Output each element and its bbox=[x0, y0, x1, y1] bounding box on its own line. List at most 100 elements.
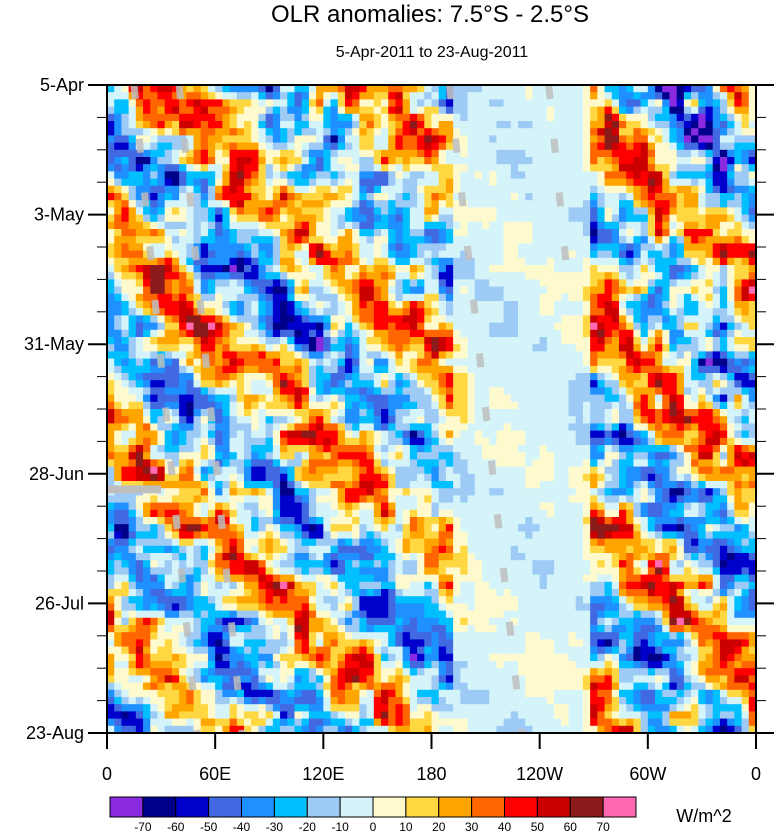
heatmap-cell bbox=[330, 373, 339, 381]
heatmap-cell bbox=[453, 250, 461, 259]
heatmap-cell bbox=[402, 351, 411, 360]
heatmap-cell bbox=[611, 409, 620, 417]
heatmap-cell bbox=[128, 473, 137, 482]
heatmap-cell bbox=[424, 430, 433, 439]
heatmap-cell bbox=[424, 394, 433, 403]
heatmap-cell bbox=[496, 113, 505, 122]
heatmap-cell bbox=[734, 265, 743, 273]
heatmap-cell bbox=[186, 358, 195, 367]
heatmap-cell bbox=[143, 171, 151, 180]
heatmap-cell bbox=[474, 373, 483, 381]
heatmap-cell bbox=[402, 344, 411, 352]
heatmap-cell bbox=[691, 409, 699, 417]
heatmap-cell bbox=[244, 142, 252, 151]
heatmap-cell bbox=[604, 236, 613, 244]
heatmap-cell bbox=[229, 344, 238, 352]
heatmap-cell bbox=[352, 157, 360, 165]
heatmap-cell bbox=[215, 337, 223, 345]
heatmap-cell bbox=[107, 344, 115, 352]
heatmap-cell bbox=[532, 257, 541, 266]
heatmap-cell bbox=[143, 337, 151, 345]
heatmap-cell bbox=[258, 106, 267, 115]
heatmap-cell bbox=[222, 293, 231, 302]
heatmap-cell bbox=[669, 437, 678, 446]
heatmap-cell bbox=[121, 286, 130, 295]
heatmap-cell bbox=[705, 149, 714, 158]
heatmap-cell bbox=[157, 272, 166, 280]
heatmap-cell bbox=[438, 401, 447, 410]
heatmap-cell bbox=[597, 250, 606, 259]
heatmap-cell bbox=[597, 459, 606, 468]
heatmap-cell bbox=[301, 265, 310, 273]
heatmap-cell bbox=[215, 416, 223, 424]
heatmap-cell bbox=[590, 257, 598, 266]
heatmap-cell bbox=[741, 149, 750, 158]
heatmap-cell bbox=[265, 106, 274, 115]
heatmap-cell bbox=[460, 416, 469, 424]
heatmap-cell bbox=[655, 358, 663, 367]
heatmap-cell bbox=[236, 329, 245, 338]
heatmap-cell bbox=[554, 214, 562, 223]
heatmap-cell bbox=[171, 128, 180, 136]
heatmap-cell bbox=[539, 272, 548, 280]
heatmap-cell bbox=[229, 171, 238, 180]
heatmap-cell bbox=[402, 214, 411, 223]
heatmap-cell bbox=[554, 121, 562, 129]
heatmap-cell bbox=[568, 279, 577, 288]
heatmap-cell bbox=[626, 185, 635, 194]
heatmap-cell bbox=[532, 229, 541, 237]
heatmap-cell bbox=[539, 135, 548, 144]
heatmap-cell bbox=[294, 380, 303, 388]
heatmap-cell bbox=[503, 135, 512, 144]
heatmap-cell bbox=[676, 365, 685, 374]
heatmap-cell bbox=[604, 178, 613, 187]
heatmap-cell bbox=[705, 437, 714, 446]
heatmap-cell bbox=[417, 142, 425, 151]
heatmap-cell bbox=[460, 99, 469, 108]
heatmap-cell bbox=[150, 272, 159, 280]
heatmap-cell bbox=[691, 164, 699, 172]
heatmap-cell bbox=[229, 481, 238, 489]
heatmap-cell bbox=[568, 99, 577, 108]
heatmap-cell bbox=[424, 301, 433, 309]
heatmap-cell bbox=[640, 466, 649, 475]
heatmap-cell bbox=[712, 315, 721, 324]
heatmap-cell bbox=[445, 401, 454, 410]
heatmap-cell bbox=[510, 265, 519, 273]
heatmap-cell bbox=[503, 113, 512, 122]
heatmap-cell bbox=[741, 85, 750, 93]
heatmap-cell bbox=[352, 221, 360, 230]
heatmap-cell bbox=[157, 416, 166, 424]
heatmap-cell bbox=[662, 257, 671, 266]
heatmap-cell bbox=[705, 394, 714, 403]
heatmap-cell bbox=[200, 481, 209, 489]
heatmap-cell bbox=[251, 121, 260, 129]
heatmap-cell bbox=[503, 185, 512, 194]
heatmap-cell bbox=[561, 445, 570, 453]
heatmap-cell bbox=[272, 445, 281, 453]
heatmap-cell bbox=[287, 171, 296, 180]
heatmap-cell bbox=[453, 430, 461, 439]
heatmap-cell bbox=[705, 272, 714, 280]
heatmap-cell bbox=[424, 164, 433, 172]
heatmap-cell bbox=[402, 315, 411, 324]
heatmap-cell bbox=[669, 322, 678, 331]
heatmap-cell bbox=[359, 437, 368, 446]
heatmap-cell bbox=[265, 178, 274, 187]
heatmap-cell bbox=[431, 301, 440, 309]
heatmap-cell bbox=[748, 149, 757, 158]
heatmap-cell bbox=[280, 301, 288, 309]
heatmap-cell bbox=[402, 207, 411, 216]
heatmap-cell bbox=[373, 164, 382, 172]
heatmap-cell bbox=[655, 85, 663, 93]
heatmap-cell bbox=[344, 171, 353, 180]
heatmap-cell bbox=[647, 293, 656, 302]
heatmap-cell bbox=[611, 466, 620, 475]
heatmap-cell bbox=[265, 157, 274, 165]
heatmap-cell bbox=[171, 459, 180, 468]
heatmap-cell bbox=[568, 200, 577, 208]
heatmap-cell bbox=[215, 171, 223, 180]
heatmap-cell bbox=[193, 409, 202, 417]
heatmap-cell bbox=[568, 401, 577, 410]
heatmap-cell bbox=[359, 92, 368, 100]
